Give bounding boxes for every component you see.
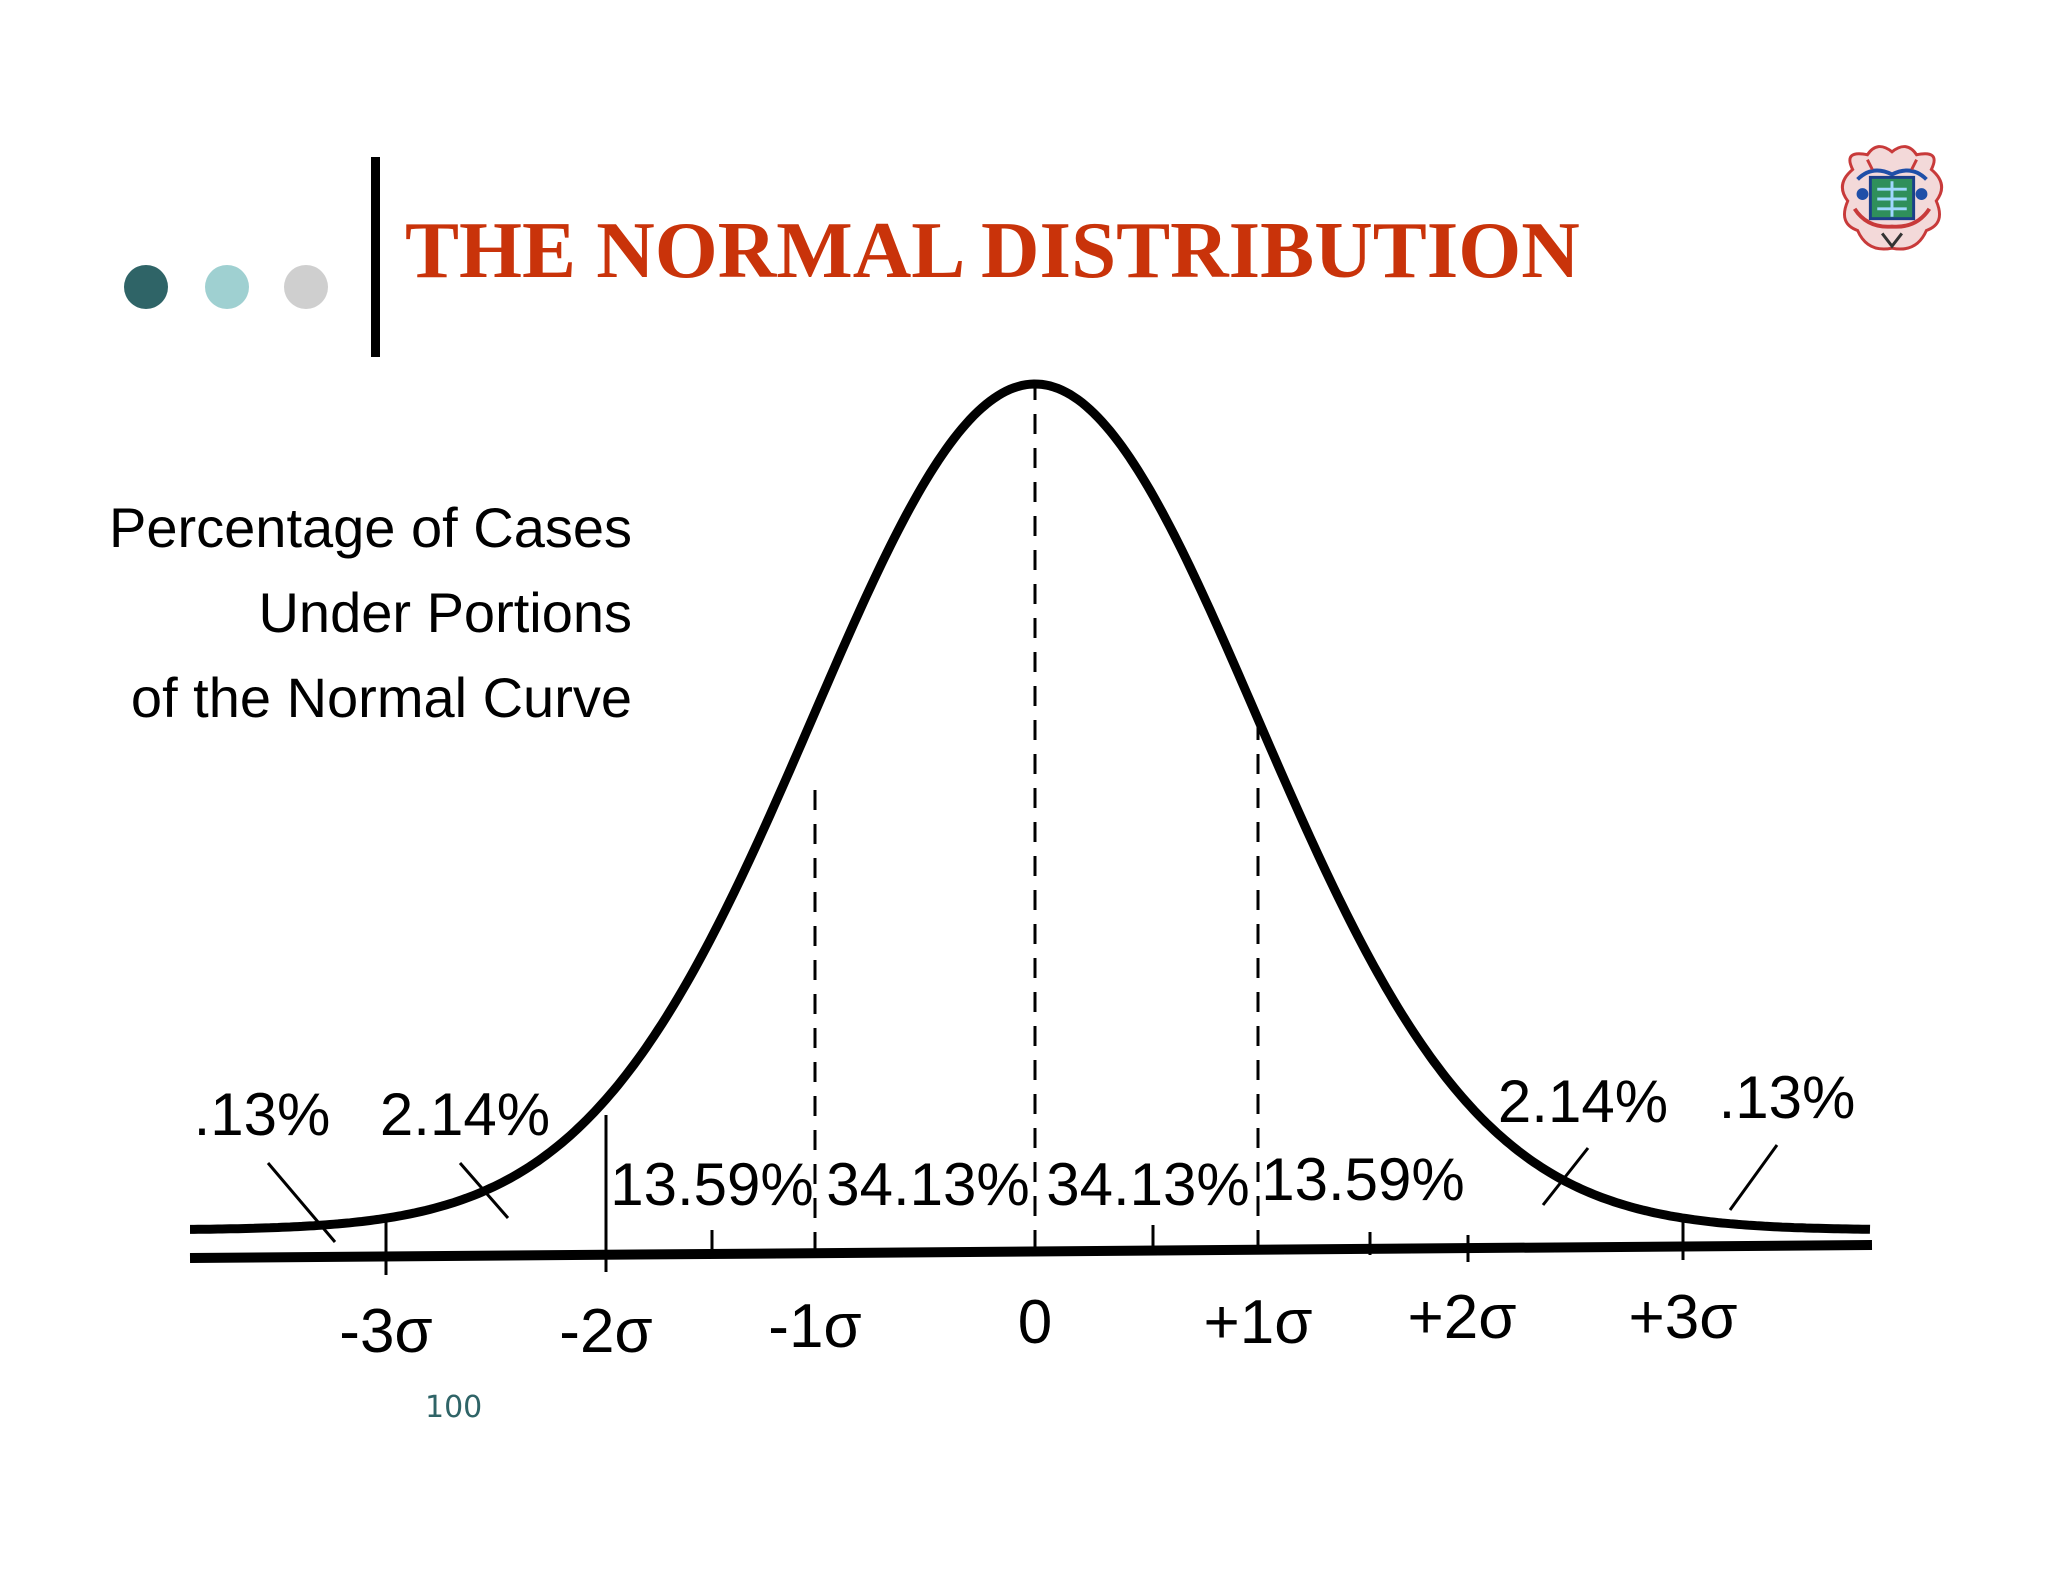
label-right-outer: 2.14% (1498, 1068, 1668, 1135)
baseline-axis (189, 1240, 1873, 1263)
label-right-middle: 13.59% (1261, 1146, 1465, 1213)
caption-line-1: Percentage of Cases (109, 496, 632, 559)
label-right-center: 34.13% (1046, 1151, 1250, 1218)
label-left-middle: 13.59% (610, 1151, 814, 1218)
decorative-dot-light (205, 265, 249, 309)
dashed-sigma-lines (813, 380, 1260, 1258)
axis-label-plus-3: +3σ (1629, 1283, 1738, 1352)
label-left-tail: .13% (194, 1081, 331, 1148)
decorative-dot-gray (284, 265, 328, 309)
title-divider-bar (371, 157, 380, 357)
axis-label-mean: 0 (1018, 1288, 1052, 1357)
leader-left-tail (266, 1162, 337, 1243)
axis-label-minus-2: -2σ (559, 1297, 652, 1366)
page-number: 100 (425, 1390, 483, 1425)
axis-label-plus-1: +1σ (1204, 1288, 1313, 1357)
slide-title: THE NORMAL DISTRIBUTION (405, 205, 1580, 295)
university-crest-icon (1840, 145, 1944, 251)
label-leader-lines (266, 1144, 1779, 1243)
diagram-caption: Percentage of Cases Under Portions of th… (109, 496, 632, 729)
caption-line-2: Under Portions (258, 581, 632, 644)
label-right-tail: .13% (1719, 1064, 1856, 1131)
leader-left-outer (458, 1162, 510, 1219)
axis-label-minus-3: -3σ (339, 1297, 432, 1366)
axis-label-minus-1: -1σ (768, 1292, 861, 1361)
axis-label-plus-2: +2σ (1408, 1283, 1517, 1352)
normal-curve (190, 379, 1871, 1234)
decorative-dot-dark (124, 265, 168, 309)
region-labels: .13% 2.14% 13.59% 34.13% 34.13% 13.59% 2… (194, 1064, 1856, 1218)
caption-line-3: of the Normal Curve (131, 666, 632, 729)
leader-right-tail (1728, 1144, 1779, 1211)
leader-right-outer (1541, 1147, 1590, 1206)
label-left-outer: 2.14% (380, 1081, 550, 1148)
label-left-center: 34.13% (826, 1151, 1030, 1218)
axis-labels: -3σ -2σ -1σ 0 +1σ +2σ +3σ (339, 1283, 1737, 1366)
